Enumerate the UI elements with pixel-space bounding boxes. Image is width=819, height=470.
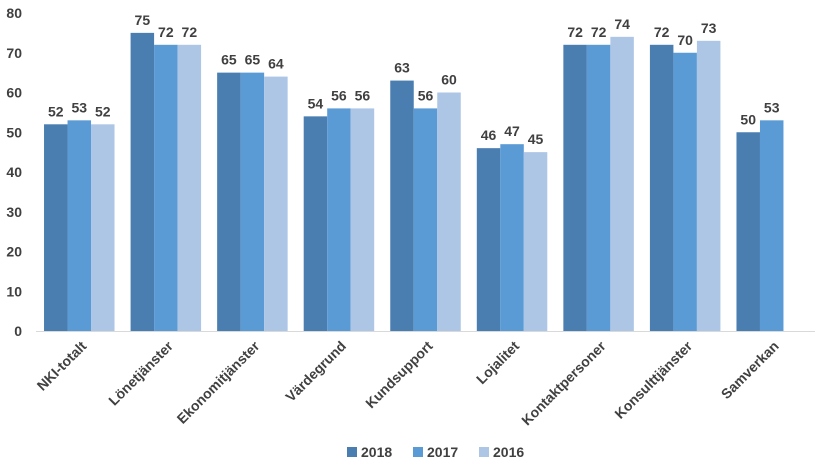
legend-label: 2017: [427, 444, 458, 460]
data-label: 72: [654, 24, 670, 40]
x-tick-label: Lönetjänster: [105, 337, 176, 408]
data-label: 53: [71, 99, 87, 115]
data-label: 45: [528, 131, 544, 147]
data-label: 64: [268, 56, 284, 72]
data-label: 46: [481, 127, 497, 143]
bar: [303, 116, 328, 331]
data-label: 75: [135, 12, 151, 28]
y-axis: 0 10 20 30 40 50 60 70 80: [6, 5, 22, 339]
x-tick-label: Samverkan: [718, 338, 782, 402]
bar: [67, 120, 92, 331]
data-label: 72: [158, 24, 174, 40]
bar: [476, 148, 501, 331]
data-label: 70: [677, 32, 693, 48]
bar: [264, 76, 288, 331]
bar: [500, 144, 524, 331]
bar: [696, 40, 721, 331]
bar: [390, 80, 414, 331]
data-label: 56: [355, 87, 371, 103]
data-label: 65: [221, 52, 237, 68]
x-tick-label: Ekonomitjänster: [174, 337, 263, 426]
data-label: 47: [504, 123, 520, 139]
data-label: 72: [182, 24, 198, 40]
y-tick-label: 50: [6, 124, 22, 140]
x-tick-label: Kundsupport: [362, 338, 436, 412]
bar: [240, 72, 265, 331]
bar: [413, 108, 438, 332]
bar: [759, 120, 784, 331]
bar: [327, 108, 351, 332]
bar: [523, 152, 548, 331]
data-labels: 52 75 65 54 63 46 72 72 50 53 72 65 56 56 47 72 70 53 52 72…: [48, 12, 780, 147]
y-tick-label: 10: [6, 283, 22, 299]
bar: [586, 44, 611, 332]
data-label: 56: [418, 87, 434, 103]
y-tick-label: 20: [6, 244, 22, 260]
bar: [437, 92, 461, 331]
y-tick-label: 80: [6, 5, 22, 21]
x-tick-label: Värdegrund: [282, 338, 349, 405]
legend: 2018 2017 2016: [347, 444, 524, 460]
y-tick-label: 40: [6, 164, 22, 180]
y-tick-label: 70: [6, 45, 22, 61]
bar: [44, 124, 68, 331]
data-label: 60: [441, 72, 457, 88]
data-label: 65: [245, 52, 261, 68]
bar: [154, 44, 178, 332]
bar: [673, 52, 697, 331]
bars: [44, 32, 784, 332]
x-tick-label: Lojalitet: [473, 338, 523, 388]
data-label: 56: [331, 87, 347, 103]
x-tick-label: Konsulttjänster: [611, 337, 695, 421]
bar: [130, 32, 155, 331]
legend-swatch: [347, 447, 357, 457]
data-label: 50: [740, 111, 756, 127]
bar: [563, 44, 587, 332]
y-tick-label: 60: [6, 85, 22, 101]
data-label: 52: [48, 103, 64, 119]
bar: [350, 108, 375, 332]
legend-label: 2016: [493, 444, 524, 460]
data-label: 53: [764, 99, 780, 115]
y-tick-label: 0: [14, 323, 22, 339]
data-label: 72: [567, 24, 583, 40]
bar: [91, 124, 115, 331]
data-label: 72: [591, 24, 607, 40]
legend-swatch: [479, 447, 489, 457]
bar: [736, 132, 760, 331]
bar: [649, 44, 674, 332]
bar: [610, 36, 634, 331]
legend-swatch: [413, 447, 423, 457]
data-label: 74: [614, 16, 630, 32]
x-tick-label: Kontaktpersoner: [518, 337, 609, 428]
data-label: 54: [308, 95, 324, 111]
data-label: 73: [701, 20, 717, 36]
bar: [217, 72, 241, 331]
legend-label: 2018: [361, 444, 392, 460]
y-tick-label: 30: [6, 204, 22, 220]
data-label: 63: [394, 60, 410, 76]
data-label: 52: [95, 103, 111, 119]
x-tick-label: NKI-totalt: [34, 338, 90, 394]
bar: [177, 44, 202, 332]
